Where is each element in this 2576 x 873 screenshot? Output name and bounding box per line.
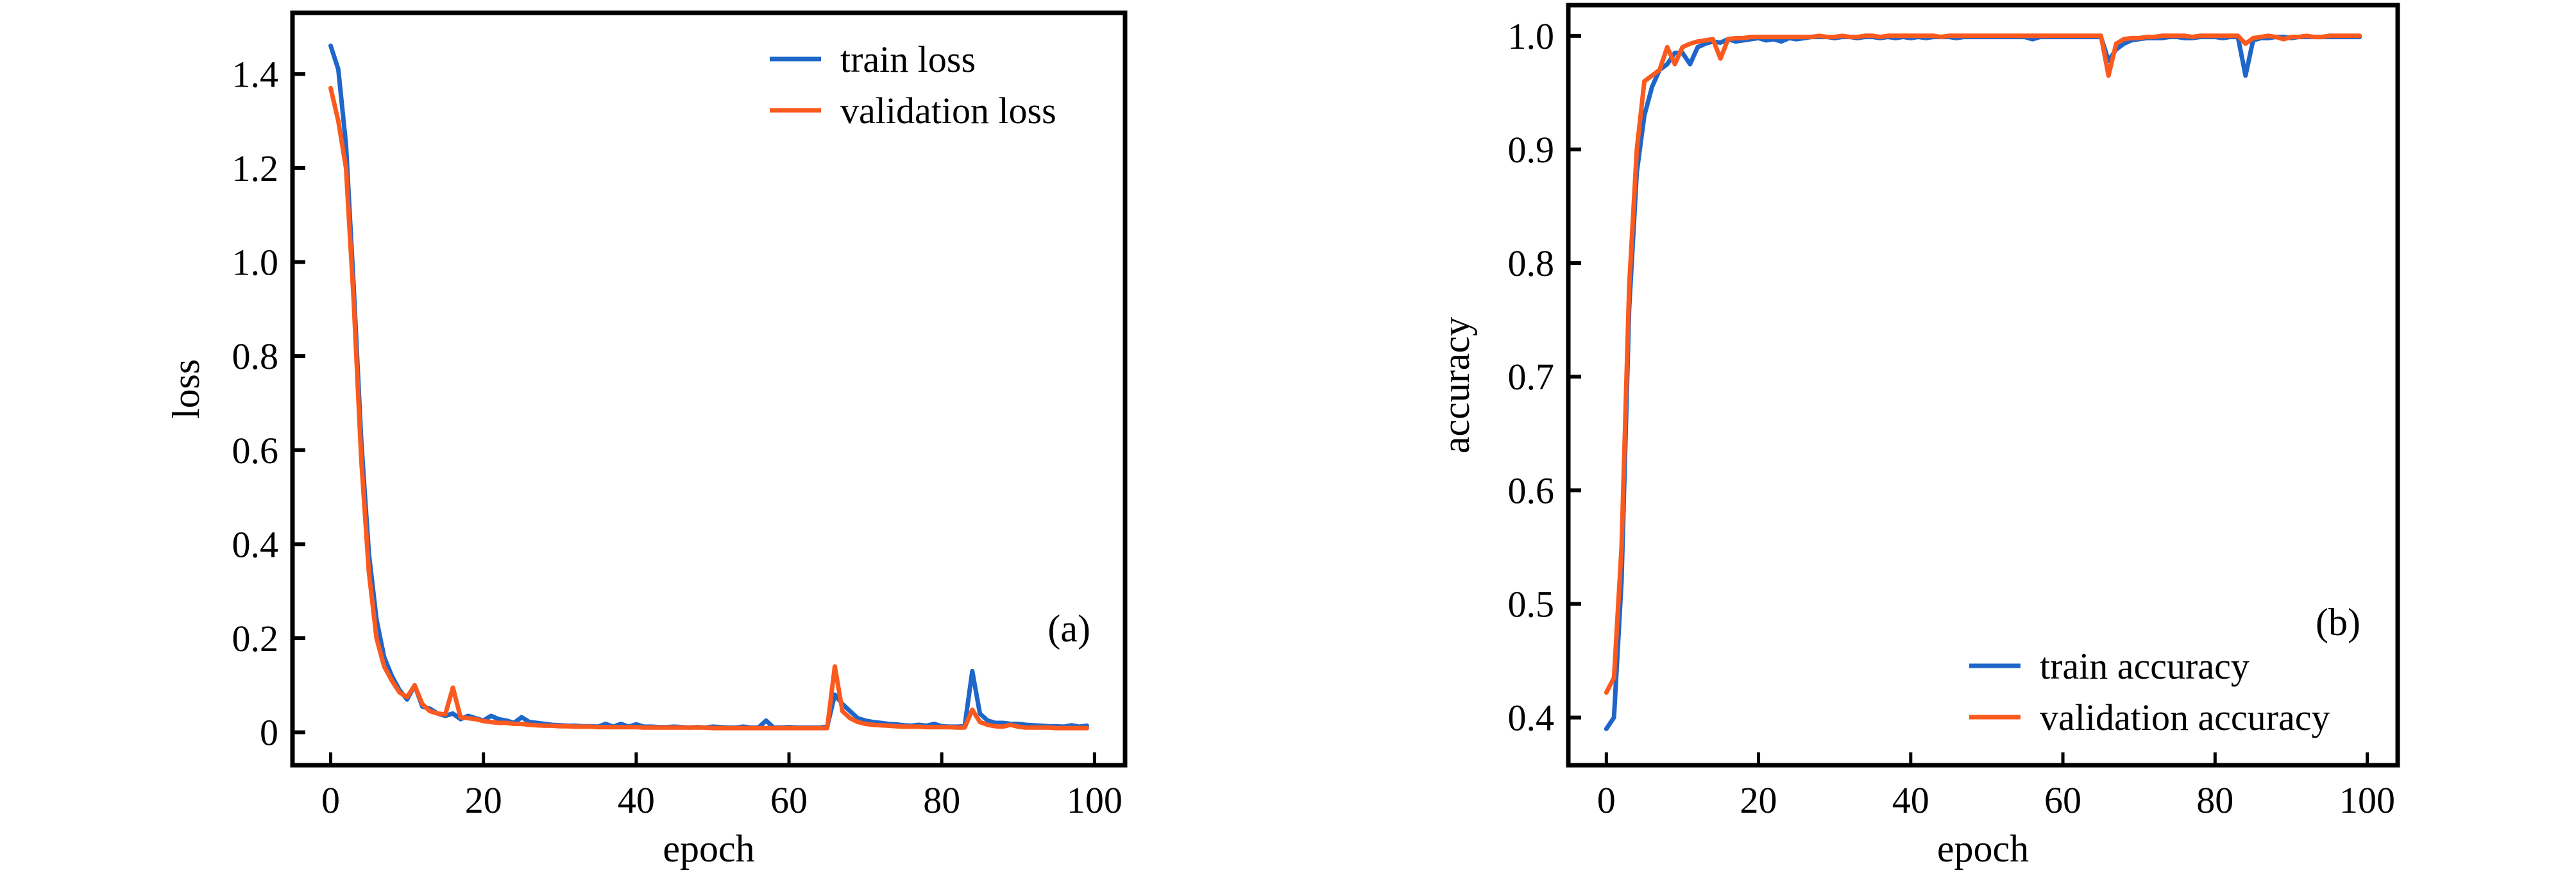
loss-x-tick-label: 0 [321,779,340,821]
accuracy-legend-label: validation accuracy [2040,697,2330,738]
loss-y-tick-label: 0.4 [232,523,279,565]
accuracy-series-validation-accuracy [1604,33,2362,695]
loss-x-axis-label: epoch [663,827,754,870]
loss-y-tick-label: 1.4 [232,53,279,95]
loss-x-tick-label: 60 [770,779,808,821]
accuracy-panel-tag: (b) [2316,601,2360,643]
accuracy-x-tick-label: 80 [2196,779,2233,821]
accuracy-x-axis-label: epoch [1937,827,2029,870]
loss-plot-lines [328,43,1089,731]
accuracy-y-tick-label: 0.9 [1508,129,1555,171]
accuracy-y-tick-label: 1.0 [1508,15,1555,57]
accuracy-y-tick-label: 0.6 [1508,470,1555,511]
accuracy-x-tick-label: 100 [2339,779,2395,821]
loss-panel-tag: (a) [1047,607,1090,650]
loss-y-tick-label: 1.0 [232,242,279,284]
accuracy-chart: 0.4 0.5 0.6 0.7 0.8 0.9 1.0 0 20 40 60 80 100 epoch… [1435,3,2400,870]
loss-series-validation-loss [328,85,1089,731]
accuracy-series-train-accuracy [1604,35,2362,731]
accuracy-plot-lines [1604,33,2362,731]
loss-y-tick-label: 0 [260,712,278,754]
accuracy-x-axis: 0 20 40 60 80 100 [1597,752,2395,821]
accuracy-y-axis-label: accuracy [1435,317,1477,453]
loss-x-tick-label: 80 [923,779,960,821]
loss-legend-label: validation loss [840,90,1056,131]
accuracy-y-tick-label: 0.8 [1508,242,1555,284]
accuracy-axes-frame [1566,3,2400,768]
accuracy-y-tick-label: 0.5 [1508,583,1555,625]
loss-axes-frame [290,10,1128,768]
loss-x-tick-label: 40 [618,779,655,821]
loss-x-tick-label: 20 [465,779,502,821]
accuracy-legend-label: train accuracy [2040,645,2250,687]
loss-x-axis: 0 20 40 60 80 100 [321,752,1123,821]
loss-y-tick-label: 0.6 [232,430,279,471]
accuracy-y-tick-label: 0.4 [1508,697,1555,739]
accuracy-y-axis: 0.4 0.5 0.6 0.7 0.8 0.9 1.0 [1508,15,1581,739]
loss-y-axis-label: loss [165,359,207,419]
loss-y-axis: 0 0.2 0.4 0.6 0.8 1.0 1.2 1.4 [232,53,305,754]
accuracy-x-tick-label: 20 [1740,779,1777,821]
loss-y-tick-label: 0.2 [232,618,279,659]
accuracy-x-tick-label: 0 [1597,779,1616,821]
loss-y-tick-label: 0.8 [232,335,279,377]
loss-y-tick-label: 1.2 [232,148,279,189]
accuracy-y-tick-label: 0.7 [1508,356,1555,398]
loss-legend-label: train loss [840,38,976,80]
loss-chart: 0 0.2 0.4 0.6 0.8 1.0 1.2 1.4 0 20 40 60 80 100 epoc… [165,10,1128,870]
loss-legend: train loss validation loss [770,38,1056,131]
accuracy-x-tick-label: 40 [1892,779,1929,821]
accuracy-legend: train accuracy validation accuracy [1969,645,2330,738]
loss-series-train-loss [328,43,1089,730]
accuracy-x-tick-label: 60 [2044,779,2081,821]
loss-x-tick-label: 100 [1067,779,1123,821]
